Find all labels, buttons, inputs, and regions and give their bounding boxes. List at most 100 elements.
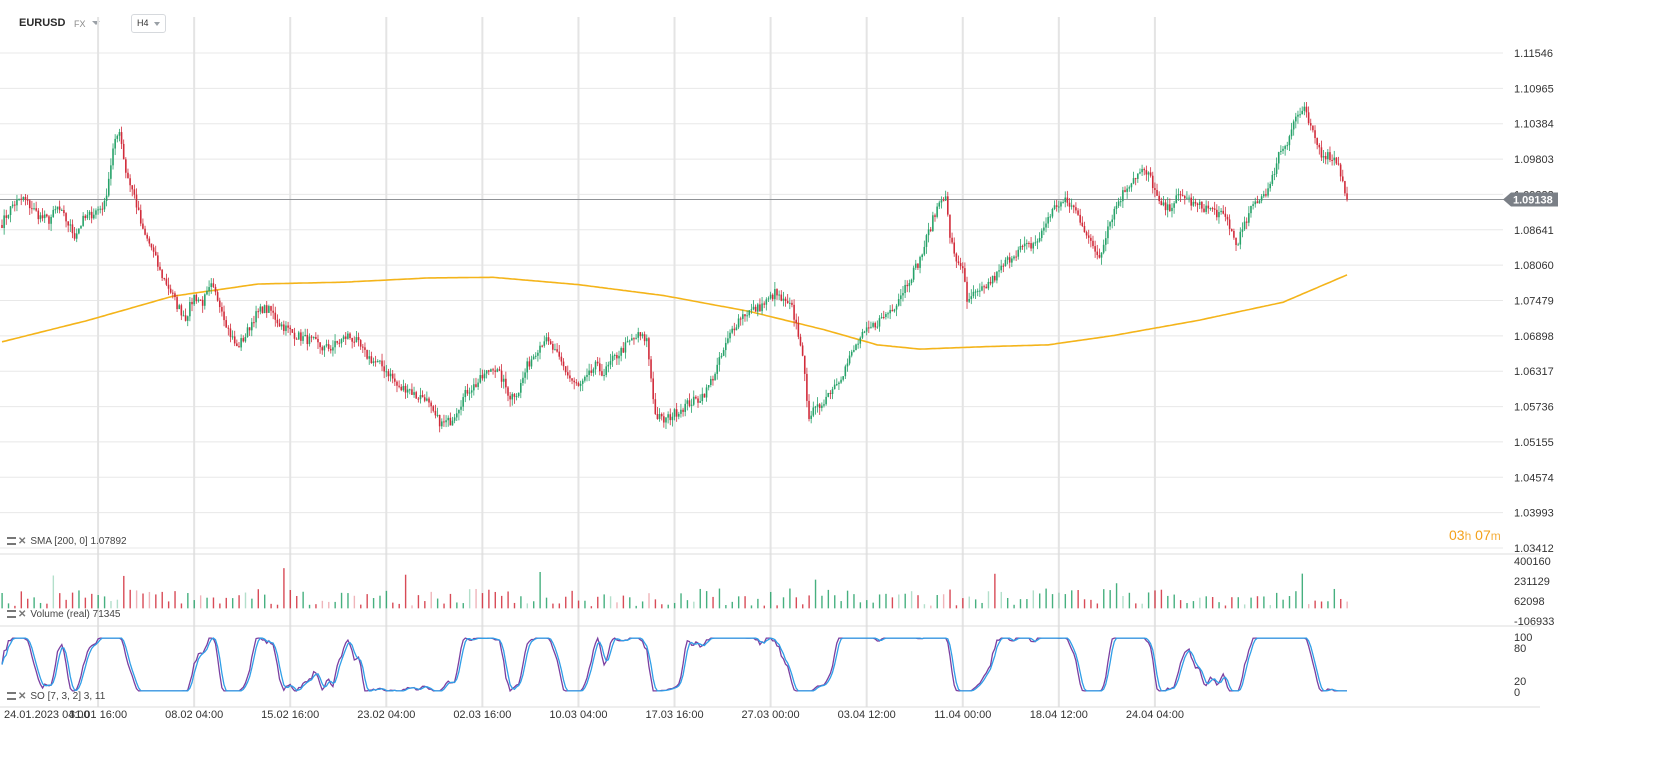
volume-bar xyxy=(1122,596,1124,609)
candle-body xyxy=(295,338,298,340)
candle-body xyxy=(1277,152,1280,164)
candle-body xyxy=(1092,240,1094,247)
volume-bar xyxy=(968,596,970,609)
volume-bar xyxy=(46,603,48,609)
candle-body xyxy=(936,206,938,217)
candle-body xyxy=(90,211,93,219)
settings-icon[interactable] xyxy=(7,610,16,618)
candle-body xyxy=(1166,204,1169,211)
candle-body xyxy=(285,325,287,331)
volume-bar xyxy=(590,606,593,609)
volume-bar xyxy=(1243,604,1246,609)
candle-body xyxy=(1000,265,1002,271)
price-tick-label: 1.10965 xyxy=(1514,83,1554,95)
volume-bar xyxy=(680,593,682,609)
candle-body xyxy=(157,255,159,267)
stochastic-legend: ✕ SO [7, 3, 2] 3, 11 xyxy=(7,691,105,702)
candle-body xyxy=(658,414,661,419)
timeframe-selector[interactable]: H4 xyxy=(131,14,166,33)
candle-body xyxy=(648,338,650,360)
symbol-label[interactable]: EURUSD xyxy=(19,17,66,29)
candle-body xyxy=(1290,129,1293,137)
candle-body xyxy=(624,342,627,353)
candle-body xyxy=(274,312,277,320)
candle-body xyxy=(265,305,268,313)
candle-body xyxy=(590,370,593,373)
candle-body xyxy=(763,303,765,305)
candle-body xyxy=(1047,217,1049,224)
candle-body xyxy=(667,414,669,418)
chevron-down-icon[interactable] xyxy=(92,21,100,25)
candle-body xyxy=(165,278,168,285)
candle-body xyxy=(1139,172,1141,174)
candle-body xyxy=(193,294,195,305)
candle-body xyxy=(1147,172,1150,175)
volume-bar xyxy=(1077,590,1079,609)
candle-body xyxy=(656,413,659,419)
countdown-hours: 03 xyxy=(1449,527,1465,543)
candle-body xyxy=(347,333,349,339)
candle-body xyxy=(1295,116,1297,122)
candle-body xyxy=(1115,205,1118,209)
close-icon[interactable]: ✕ xyxy=(18,609,27,620)
candle-body xyxy=(906,284,909,287)
candle-body xyxy=(9,206,12,216)
candle-body xyxy=(823,404,825,406)
settings-icon[interactable] xyxy=(7,692,16,700)
candle-body xyxy=(554,349,556,351)
candle-body xyxy=(765,299,768,305)
candle-body xyxy=(430,402,432,407)
candle-body xyxy=(1230,228,1233,232)
candle-body xyxy=(291,329,294,333)
candle-body xyxy=(1154,188,1156,190)
candle-body xyxy=(300,332,302,341)
time-tick-label: 24.04 04:00 xyxy=(1126,709,1184,721)
candle-body xyxy=(43,214,46,219)
candle-body xyxy=(682,409,684,412)
candle-body xyxy=(50,216,52,224)
candle-body xyxy=(259,306,262,312)
candle-body xyxy=(210,283,213,288)
candle-body xyxy=(186,316,189,321)
volume-bar xyxy=(1282,599,1284,609)
candle-body xyxy=(722,350,725,356)
candle-body xyxy=(494,370,496,372)
candle-body xyxy=(1132,178,1135,184)
volume-bar xyxy=(910,591,913,609)
volume-bar xyxy=(187,593,189,609)
candle-body xyxy=(261,306,264,314)
candle-body xyxy=(949,214,951,238)
candle-body xyxy=(786,300,789,304)
volume-bar xyxy=(955,605,958,609)
candle-body xyxy=(601,371,603,376)
candle-body xyxy=(500,370,503,382)
candle-body xyxy=(20,198,23,200)
candle-body xyxy=(560,356,563,362)
candle-body xyxy=(878,318,881,327)
candle-body xyxy=(411,389,413,395)
close-icon[interactable]: ✕ xyxy=(18,691,27,702)
settings-icon[interactable] xyxy=(7,537,16,545)
candle-body xyxy=(1085,232,1088,236)
volume-bar xyxy=(430,591,432,609)
volume-bar xyxy=(853,594,855,609)
volume-bar xyxy=(866,600,868,609)
volume-bar xyxy=(161,591,163,609)
candle-body xyxy=(233,336,236,344)
candle-body xyxy=(470,390,473,393)
candle-body xyxy=(1075,207,1077,211)
volume-bar xyxy=(827,589,830,609)
candle-body xyxy=(1344,181,1346,194)
candle-body xyxy=(705,387,708,398)
volume-tick-label: 231129 xyxy=(1514,576,1550,588)
volume-bar xyxy=(334,601,336,609)
candle-body xyxy=(329,348,332,351)
close-icon[interactable]: ✕ xyxy=(18,536,27,547)
candle-body xyxy=(1100,252,1103,258)
volume-bar xyxy=(1333,588,1336,609)
candle-body xyxy=(919,257,921,268)
candle-body xyxy=(731,328,733,333)
candle-body xyxy=(1111,219,1113,223)
price-tick-label: 1.04574 xyxy=(1514,472,1554,484)
